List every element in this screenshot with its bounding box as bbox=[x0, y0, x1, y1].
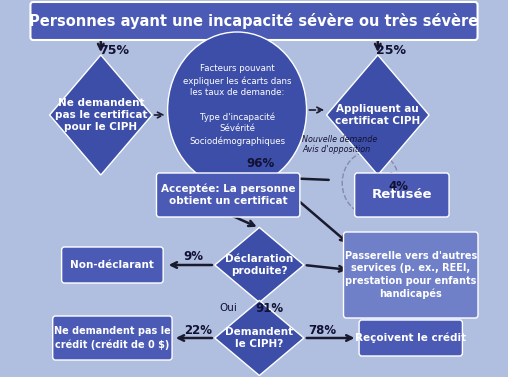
FancyBboxPatch shape bbox=[359, 320, 462, 356]
Text: 75%: 75% bbox=[99, 44, 129, 57]
Text: Passerelle vers d'autres
services (p. ex., REEI,
prestation pour enfants
handica: Passerelle vers d'autres services (p. ex… bbox=[344, 251, 477, 299]
Text: Non-déclarant: Non-déclarant bbox=[71, 260, 154, 270]
Text: Facteurs pouvant
expliquer les écarts dans
les taux de demande:

Type d'incapaci: Facteurs pouvant expliquer les écarts da… bbox=[183, 64, 291, 146]
Text: Déclaration
produite?: Déclaration produite? bbox=[225, 254, 294, 276]
FancyBboxPatch shape bbox=[343, 232, 478, 318]
Polygon shape bbox=[327, 55, 429, 175]
Text: Nouvelle demande
Avis d'opposition: Nouvelle demande Avis d'opposition bbox=[302, 135, 377, 155]
FancyBboxPatch shape bbox=[53, 316, 172, 360]
Text: 4%: 4% bbox=[389, 180, 408, 193]
Text: Oui: Oui bbox=[219, 303, 237, 313]
Polygon shape bbox=[50, 55, 152, 175]
Text: 22%: 22% bbox=[183, 323, 212, 337]
Text: Ne demandent
pas le certificat
pour le CIPH: Ne demandent pas le certificat pour le C… bbox=[54, 98, 147, 132]
Text: Ne demandent pas le
crédit (crédit de 0 $): Ne demandent pas le crédit (crédit de 0 … bbox=[54, 326, 171, 349]
Text: 25%: 25% bbox=[376, 44, 406, 57]
Text: Reçoivent le crédit: Reçoivent le crédit bbox=[355, 333, 466, 343]
FancyBboxPatch shape bbox=[355, 173, 449, 217]
Text: 9%: 9% bbox=[183, 250, 204, 264]
Text: 91%: 91% bbox=[255, 302, 283, 314]
Polygon shape bbox=[215, 227, 304, 302]
Text: 96%: 96% bbox=[246, 157, 274, 170]
Text: Demandent
le CIPH?: Demandent le CIPH? bbox=[225, 327, 294, 349]
Text: Refusée: Refusée bbox=[371, 188, 432, 201]
Text: Appliquent au
certificat CIPH: Appliquent au certificat CIPH bbox=[335, 104, 421, 126]
FancyBboxPatch shape bbox=[61, 247, 163, 283]
FancyBboxPatch shape bbox=[30, 2, 478, 40]
Polygon shape bbox=[215, 300, 304, 375]
Text: Acceptée: La personne
obtient un certificat: Acceptée: La personne obtient un certifi… bbox=[161, 184, 296, 207]
FancyBboxPatch shape bbox=[156, 173, 300, 217]
Text: Personnes ayant une incapacité sévère ou très sévère: Personnes ayant une incapacité sévère ou… bbox=[29, 13, 479, 29]
Circle shape bbox=[168, 32, 306, 188]
Text: 78%: 78% bbox=[308, 323, 336, 337]
